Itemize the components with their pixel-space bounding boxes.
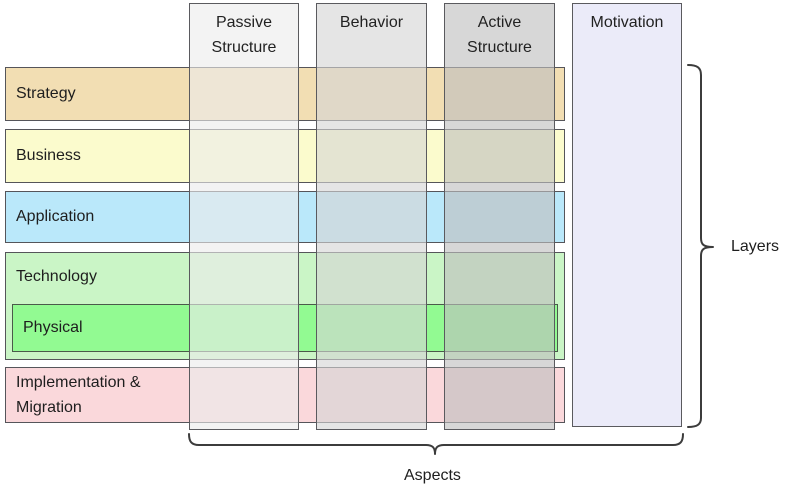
aspect-column-motivation: Motivation: [572, 3, 682, 427]
aspect-column-behavior: Behavior: [316, 3, 427, 430]
layer-label-strategy: Strategy: [16, 85, 76, 102]
aspect-label-motivation: Motivation: [590, 14, 664, 31]
aspect-column-passive-structure: Passive Structure: [189, 3, 299, 430]
aspect-label-passive-structure: Passive Structure: [211, 14, 277, 56]
aspect-label-active-structure: Active Structure: [467, 14, 532, 56]
layer-label-implementation-migration: Implementation & Migration: [16, 374, 141, 416]
aspects-brace: [188, 433, 684, 455]
sublayer-label-physical: Physical: [23, 319, 83, 336]
layers-brace-label: Layers: [731, 238, 780, 255]
aspects-brace-label: Aspects: [404, 467, 461, 484]
layers-brace: [687, 64, 714, 428]
layer-label-business: Business: [16, 147, 81, 164]
layer-label-application: Application: [16, 208, 95, 225]
layer-label-technology: Technology: [16, 268, 97, 285]
aspect-label-behavior: Behavior: [339, 14, 404, 31]
aspect-column-active-structure: Active Structure: [444, 3, 555, 430]
